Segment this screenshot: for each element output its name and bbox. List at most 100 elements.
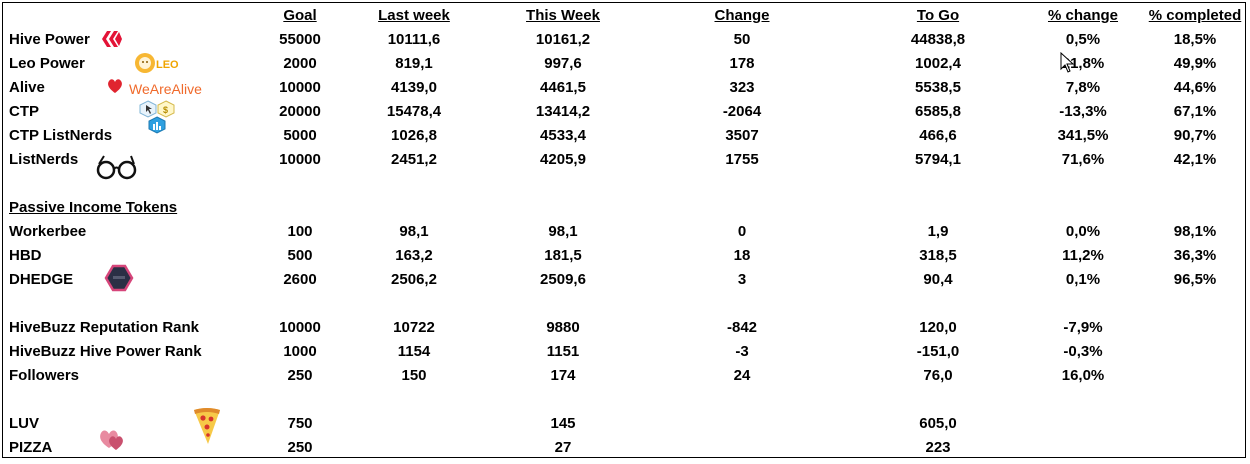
pct-change-cell: -13,3%	[1059, 103, 1107, 120]
to-go-cell: -151,0	[916, 343, 960, 360]
goal-cell: 5000	[283, 127, 317, 144]
pct-change-cell: 7,8%	[1065, 79, 1101, 96]
goal-cell: 100	[287, 223, 313, 240]
pct-completed-cell: 98,1%	[1173, 223, 1217, 240]
change-cell: -842	[726, 319, 758, 336]
svg-text:$: $	[163, 105, 168, 115]
pct-change-cell: 0,5%	[1065, 31, 1101, 48]
pct-change-cell: 16,0%	[1061, 367, 1105, 384]
this-week-cell: 13414,2	[535, 103, 591, 120]
to-go-cell: 90,4	[923, 271, 953, 288]
change-cell: -3	[735, 343, 749, 360]
header-pct-change: % change	[1047, 7, 1119, 24]
row-label: PIZZA	[9, 439, 53, 456]
goal-cell: 500	[287, 247, 313, 264]
goal-cell: 10000	[279, 79, 321, 96]
pct-completed-cell: 49,9%	[1173, 55, 1217, 72]
hive-logo-icon	[102, 31, 122, 47]
to-go-cell: 6585,8	[915, 103, 961, 120]
this-week-cell: 4533,4	[540, 127, 586, 144]
to-go-cell: 76,0	[923, 367, 953, 384]
header-change: Change	[714, 7, 770, 24]
change-cell: 0	[737, 223, 747, 240]
pct-completed-cell: 44,6%	[1173, 79, 1217, 96]
this-week-cell: 1151	[546, 343, 580, 360]
to-go-cell: 5794,1	[915, 151, 961, 168]
pct-completed-cell: 96,5%	[1173, 271, 1217, 288]
goal-cell: 750	[287, 415, 313, 432]
pct-completed-cell: 90,7%	[1173, 127, 1217, 144]
this-week-cell: 145	[550, 415, 576, 432]
row-label: ListNerds	[9, 151, 79, 168]
goal-cell: 55000	[279, 31, 321, 48]
row-label: HiveBuzz Hive Power Rank	[9, 343, 202, 360]
pct-change-cell: 0,1%	[1065, 271, 1101, 288]
to-go-cell: 1002,4	[915, 55, 961, 72]
change-cell: 18	[733, 247, 751, 264]
this-week-cell: 9880	[546, 319, 580, 336]
to-go-cell: 466,6	[919, 127, 957, 144]
wearealive-logo-text: WeAreAlive	[129, 81, 202, 97]
last-week-cell: 163,2	[395, 247, 433, 264]
row-label: CTP	[9, 103, 39, 120]
goal-cell: 250	[287, 439, 313, 456]
goal-cell: 250	[287, 367, 313, 384]
goal-cell: 10000	[279, 151, 321, 168]
change-cell: 24	[733, 367, 751, 384]
change-cell: 178	[729, 55, 755, 72]
pct-change-cell: 0,0%	[1065, 223, 1101, 240]
change-cell: 3	[737, 271, 747, 288]
header-goal: Goal	[283, 7, 317, 24]
last-week-cell: 2451,2	[391, 151, 437, 168]
table-frame	[2, 2, 1246, 458]
change-cell: -2064	[722, 103, 762, 120]
header-this-week: This Week	[526, 7, 600, 24]
svg-text:LEO: LEO	[156, 59, 179, 71]
to-go-cell: 44838,8	[910, 31, 966, 48]
header-last-week: Last week	[378, 7, 450, 24]
section-passive-income: Passive Income Tokens	[9, 199, 178, 216]
this-week-cell: 997,6	[544, 55, 582, 72]
ctp-hexagon-icon: $	[139, 100, 175, 134]
this-week-cell: 4461,5	[540, 79, 586, 96]
this-week-cell: 4205,9	[540, 151, 586, 168]
last-week-cell: 98,1	[399, 223, 429, 240]
this-week-cell: 10161,2	[535, 31, 591, 48]
this-week-cell: 27	[554, 439, 572, 456]
pct-change-cell: 71,6%	[1061, 151, 1105, 168]
dhedge-hexagon-icon	[104, 264, 134, 292]
mouse-cursor-icon	[1060, 52, 1075, 73]
last-week-cell: 150	[401, 367, 427, 384]
row-label: Alive	[9, 79, 45, 96]
to-go-cell: 223	[925, 439, 951, 456]
last-week-cell: 2506,2	[391, 271, 437, 288]
to-go-cell: 1,9	[927, 223, 949, 240]
goal-cell: 2000	[283, 55, 317, 72]
row-label: Followers	[9, 367, 80, 384]
pct-change-cell: -7,9%	[1063, 319, 1103, 336]
last-week-cell: 10722	[393, 319, 435, 336]
row-label: HBD	[9, 247, 42, 264]
to-go-cell: 5538,5	[915, 79, 961, 96]
last-week-cell: 15478,4	[386, 103, 442, 120]
this-week-cell: 174	[550, 367, 576, 384]
row-label: Hive Power	[9, 31, 90, 48]
pct-change-cell: 11,2%	[1062, 247, 1104, 264]
change-cell: 3507	[725, 127, 759, 144]
header-to-go: To Go	[916, 7, 960, 24]
row-label: Workerbee	[9, 223, 87, 240]
leo-lion-icon: LEO	[135, 53, 179, 73]
pct-change-cell: 21,8%	[1061, 55, 1105, 72]
last-week-cell: 10111,6	[387, 31, 441, 48]
this-week-cell: 98,1	[548, 223, 578, 240]
luv-hearts-icon	[100, 430, 123, 450]
last-week-cell: 4139,0	[391, 79, 437, 96]
goal-cell: 20000	[279, 103, 321, 120]
to-go-cell: 318,5	[919, 247, 957, 264]
this-week-cell: 2509,6	[540, 271, 586, 288]
this-week-cell: 181,5	[544, 247, 582, 264]
heart-icon	[108, 79, 122, 93]
change-cell: 1755	[725, 151, 759, 168]
last-week-cell: 1026,8	[391, 127, 437, 144]
to-go-cell: 605,0	[919, 415, 957, 432]
